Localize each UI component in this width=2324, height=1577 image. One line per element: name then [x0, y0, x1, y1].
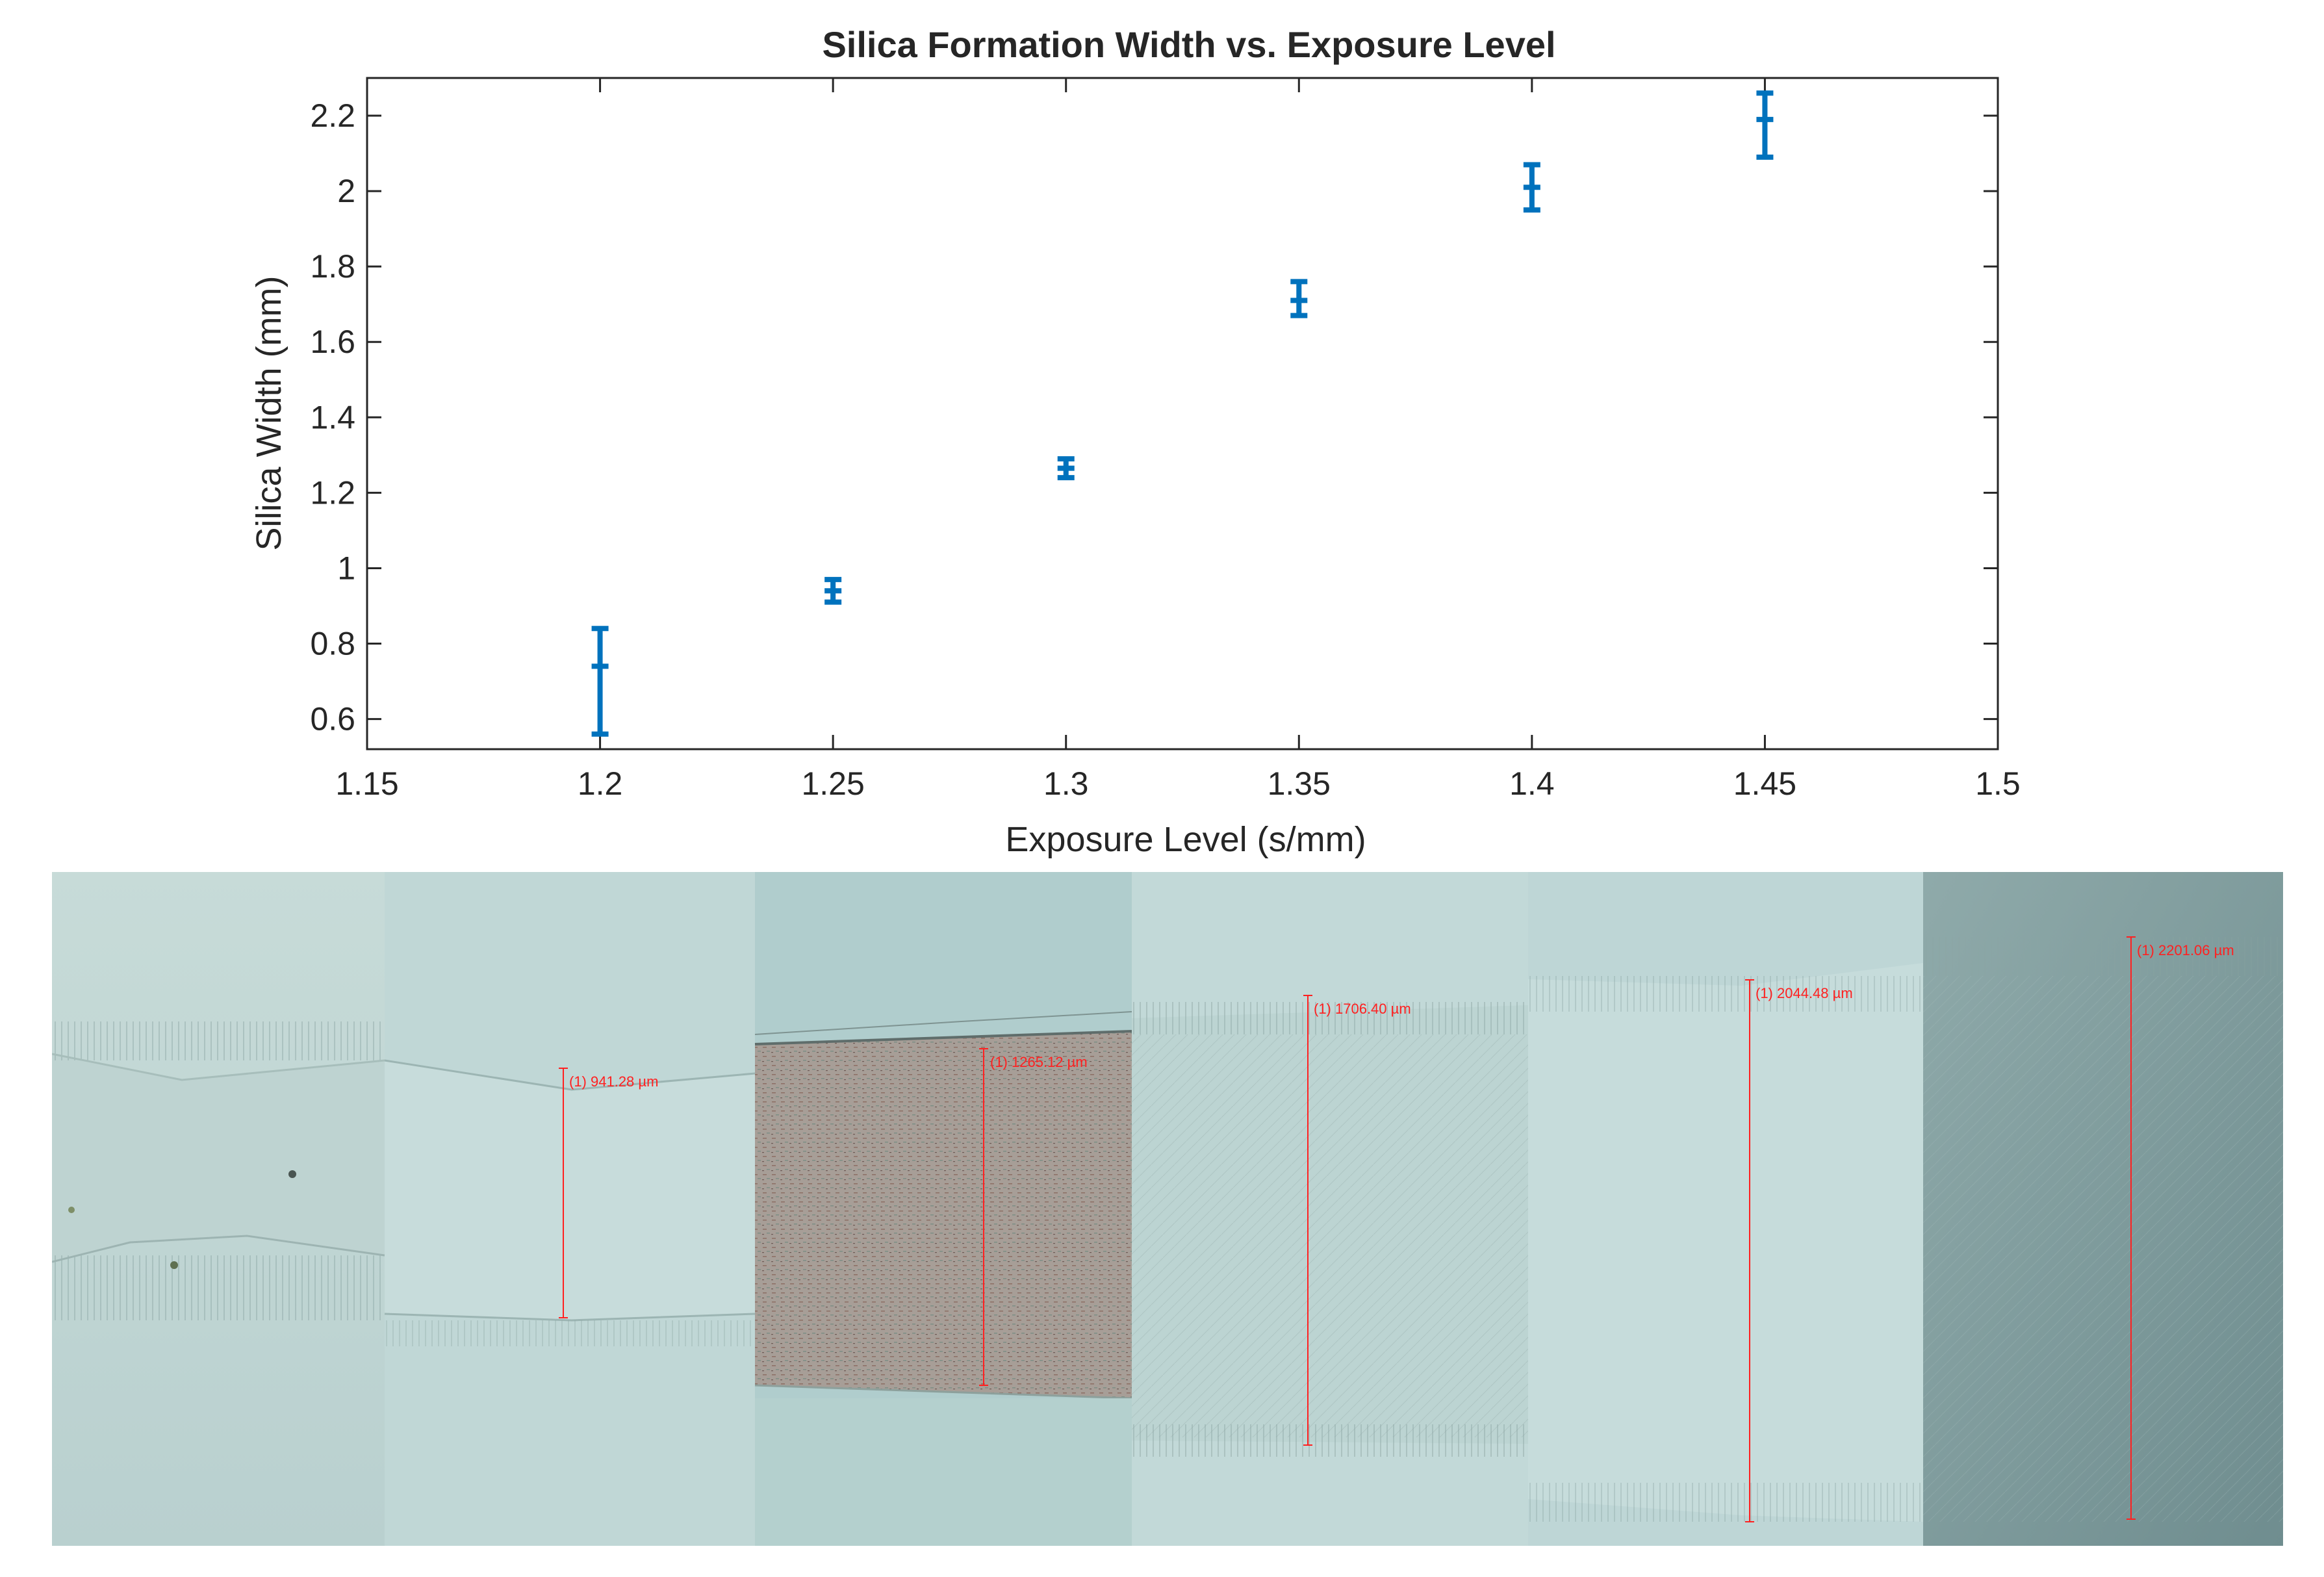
x-tick-label: 1.2 — [578, 765, 623, 802]
micrograph-panel-4: (1) 1706.40 µm — [1132, 872, 1528, 1546]
measurement-label-5: (1) 2201.06 µm — [2137, 942, 2234, 958]
micrograph-images: (1) 941.28 µm (1) 1265.12 µm (1) 1 — [52, 872, 2283, 1546]
data-point-5 — [1523, 162, 1540, 213]
micrograph-panel-2: (1) 941.28 µm — [384, 872, 756, 1546]
data-point-3 — [1057, 456, 1075, 481]
x-tick-label: 1.25 — [801, 765, 864, 802]
y-tick-label: 0.6 — [310, 701, 355, 737]
x-tick-label: 1.35 — [1268, 765, 1331, 802]
plot-area — [366, 77, 1999, 750]
y-tick-label: 1.6 — [310, 324, 355, 360]
measurement-label-4: (1) 2044.48 µm — [1756, 985, 1853, 1001]
y-tick-label: 1.8 — [310, 248, 355, 285]
data-point-6 — [1756, 90, 1774, 160]
chart: Silica Formation Width vs. Exposure Leve… — [249, 24, 2021, 859]
y-tick-label: 1.4 — [310, 399, 355, 435]
measurement-label-1: (1) 941.28 µm — [569, 1073, 658, 1090]
x-axis: 1.15 1.2 1.25 1.3 1.35 1.4 1.45 1.5 — [335, 78, 2021, 802]
data-point-2 — [824, 576, 842, 605]
y-tick-label: 0.8 — [310, 626, 355, 662]
micrograph-panel-5: (1) 2044.48 µm — [1528, 872, 1923, 1546]
x-tick-label: 1.45 — [1733, 765, 1796, 802]
data-point-4 — [1290, 279, 1308, 318]
data-point-1 — [591, 626, 609, 737]
y-axis-label: Silica Width (mm) — [249, 276, 288, 550]
y-tick-label: 2 — [337, 173, 355, 209]
measurement-label-3: (1) 1706.40 µm — [1314, 1001, 1411, 1017]
y-tick-label: 1.2 — [310, 474, 355, 511]
x-tick-label: 1.4 — [1509, 765, 1555, 802]
measurement-label-2: (1) 1265.12 µm — [990, 1054, 1088, 1070]
chart-title: Silica Formation Width vs. Exposure Leve… — [822, 24, 1555, 65]
micrograph-strip: (1) 941.28 µm (1) 1265.12 µm (1) 1 — [52, 872, 2283, 1546]
y-tick-label: 2.2 — [310, 97, 355, 134]
micrograph-panel-6: (1) 2201.06 µm — [1923, 872, 2283, 1546]
x-tick-label: 1.5 — [1975, 765, 2021, 802]
x-tick-label: 1.3 — [1043, 765, 1089, 802]
x-tick-label: 1.15 — [335, 765, 398, 802]
x-axis-label: Exposure Level (s/mm) — [1005, 820, 1366, 859]
y-axis: 0.6 0.8 1 1.2 1.4 1.6 1.8 2 2.2 — [310, 97, 1998, 737]
micrograph-panel-1 — [52, 872, 385, 1546]
y-tick-label: 1 — [337, 550, 355, 586]
data-series — [591, 90, 1774, 737]
micrograph-panel-3: (1) 1265.12 µm — [754, 872, 1132, 1546]
